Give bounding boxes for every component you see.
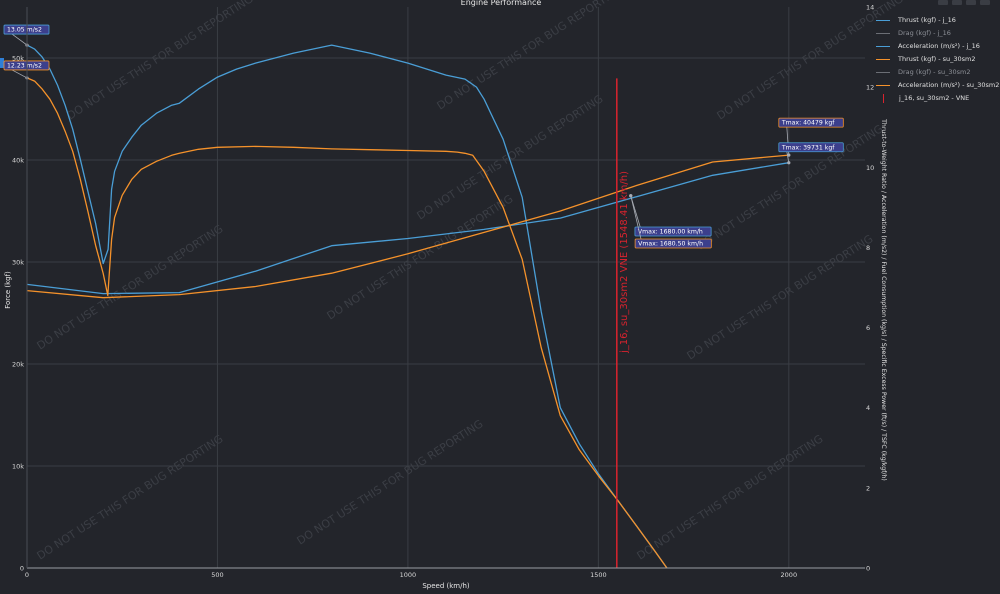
legend-label: Drag (kgf) - su_30sm2 [898,68,971,76]
annotation-text-tmax-su: Tmax: 40479 kgf [781,120,835,127]
annotation-text-acc-j16: 13.05 m/s2 [7,27,42,34]
series-line-5 [26,77,668,569]
y2-tick-label: 8 [866,244,870,252]
y2-tick-label: 10 [866,164,874,172]
legend-item[interactable]: Thrust (kgf) - j_16 [876,14,994,27]
annotation-leader [11,69,28,79]
x-tick-label: 500 [211,571,223,579]
watermark-text: DO NOT USE THIS FOR BUG REPORTING [295,417,486,547]
y-tick-label: 30k [12,259,24,267]
annotation-point [629,194,633,198]
legend: Thrust (kgf) - j_16 Drag (kgf) - j_16 Acce… [876,14,999,105]
annotation-box [778,117,844,128]
modebar-pan-icon[interactable] [966,0,976,5]
watermark-layer: DO NOT USE THIS FOR BUG REPORTING DO NOT … [35,0,906,563]
y-tick-label: 10k [12,463,24,471]
legend-item[interactable]: Thrust (kgf) - su_30sm2 [876,53,994,66]
watermark-text: DO NOT USE THIS FOR BUG REPORTING [695,122,886,252]
legend-label: Thrust (kgf) - su_30sm2 [898,55,976,63]
series-line-2 [26,44,668,569]
annotation-point [787,153,791,157]
watermark-text: DO NOT USE THIS FOR BUG REPORTING [635,432,826,562]
side-marker [0,58,4,68]
legend-swatch [876,20,890,21]
x-tick-label: 1000 [400,571,417,579]
series-line-0 [26,162,789,295]
annotation-text-acc-su: 12.23 m/s2 [7,63,42,70]
annotation-box [634,226,712,237]
legend-item[interactable]: Acceleration (m/s²) - su_30sm2 [876,79,999,92]
y-tick-label: 40k [12,157,24,165]
series-layer: j_16, su_30sm2 VNE (1548.41 km/h) [26,44,789,569]
legend-item[interactable]: Drag (kgf) - j_16 [876,27,994,40]
legend-label: Acceleration (m/s²) - j_16 [898,42,980,50]
legend-item[interactable]: j_16, su_30sm2 - VNE [876,92,994,105]
modebar-reset-icon[interactable] [980,0,990,5]
y-axis-title: Force (kgf) [4,271,12,309]
legend-label: Drag (kgf) - j_16 [898,29,951,37]
y-tick-label: 0 [20,565,24,573]
modebar-zoom-icon[interactable] [952,0,962,5]
legend-swatch [876,85,890,86]
vne-label: j_16, su_30sm2 VNE (1548.41 km/h) [619,171,630,354]
watermark-text: DO NOT USE THIS FOR BUG REPORTING [65,0,256,123]
x-axis-title: Speed (km/h) [422,582,470,590]
y2-tick-label: 2 [866,484,870,492]
legend-swatch [876,59,890,60]
legend-swatch [883,94,884,103]
watermark-text: DO NOT USE THIS FOR BUG REPORTING [35,432,226,562]
legend-swatch [876,72,890,73]
legend-swatch [876,33,890,34]
annotation-point [787,161,791,165]
chart-title: Engine Performance [461,0,542,7]
y-tick-label: 20k [12,361,24,369]
annotation-box [778,142,844,153]
modebar-camera-icon[interactable] [938,0,948,5]
legend-label: j_16, su_30sm2 - VNE [899,94,970,102]
axis-layer: 0 500 1000 1500 2000 0 10k 20k 30k 40k 50k 0 2 4 6 8 10 1… [4,0,887,590]
y2-tick-label: 14 [866,4,874,12]
series-line-3 [26,154,789,299]
annotation-layer: 13.05 m/s2 12.23 m/s2 Tmax: 40479 kgf Tmax:… [3,24,844,249]
annotation-leader [11,33,28,46]
legend-label: Thrust (kgf) - j_16 [898,16,956,24]
y-tick-label: 50k [12,55,24,63]
legend-swatch [876,46,890,47]
annotation-box [634,238,712,249]
annotation-text-vmax-su: Vmax: 1680.50 km/h [638,241,703,248]
y2-tick-label: 4 [866,404,870,412]
x-tick-label: 0 [25,571,29,579]
modebar [938,0,990,6]
y2-tick-label: 12 [866,84,874,92]
y2-axis-title: Thrust-to-Weight Ratio / Acceleration (m… [880,118,887,481]
legend-item[interactable]: Acceleration (m/s²) - j_16 [876,40,994,53]
annotation-leader [786,151,790,163]
top-strip [0,0,1000,8]
x-tick-label: 2000 [781,571,798,579]
x-tick-label: 1500 [590,571,607,579]
y2-tick-label: 0 [866,565,870,573]
y2-tick-label: 6 [866,324,870,332]
legend-label: Acceleration (m/s²) - su_30sm2 [898,81,1000,89]
annotation-text-vmax-j16: Vmax: 1680.00 km/h [638,229,703,236]
legend-item[interactable]: Drag (kgf) - su_30sm2 [876,66,994,79]
grid-layer [27,7,865,568]
annotation-text-tmax-j16: Tmax: 39731 kgf [781,144,835,151]
watermark-text: DO NOT USE THIS FOR BUG REPORTING [685,232,876,362]
